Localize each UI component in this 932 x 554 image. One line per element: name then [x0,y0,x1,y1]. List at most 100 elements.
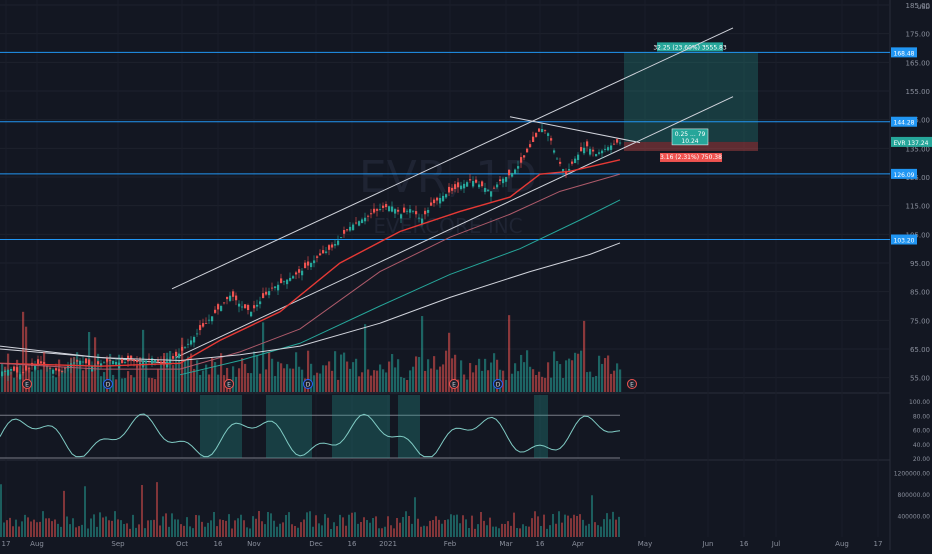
candle-body [295,272,298,275]
candle-body [547,133,550,136]
volume-bar [607,355,610,392]
volume-bar [598,355,601,392]
candle-body [535,133,538,137]
volume-bar [172,365,175,392]
candle-body [475,179,478,183]
volume-bar [466,379,469,392]
company-watermark: EVERCORE INC [373,214,522,238]
volume-bar [478,358,481,392]
candle-body [1,371,4,376]
volume-bar [64,366,67,392]
volume-bar [82,370,85,392]
candle-body [325,251,328,253]
volume-bar [10,371,13,392]
candle-body [403,207,406,213]
candle-body [265,291,268,295]
event-marker [224,379,234,389]
volume-bar [433,356,436,392]
candle-body [511,172,514,177]
candle-body [286,279,289,285]
candle-body [616,139,619,143]
event-marker [449,379,459,389]
candle-body [379,209,382,210]
candle-body [37,359,40,365]
moving-average-sma-white [0,242,621,361]
trend-line [171,27,734,290]
volume-bar [436,369,439,392]
price-tick-label: 105.00 [906,231,931,239]
event-marker [103,379,113,389]
candle-body [49,367,52,369]
level-price-badge [891,234,917,245]
candle-body [25,365,28,371]
volume-bar [139,357,142,392]
candle-body [121,357,124,364]
price-tick-label: 125.00 [906,174,931,182]
candle-body [13,366,16,371]
volume-bar [277,361,280,392]
candle-body [424,210,427,215]
moving-average-sma-teal [179,199,621,376]
candle-body [184,347,187,349]
volume-bar [178,360,181,392]
time-tick-label: 2021 [379,540,397,548]
candle-body [352,224,355,231]
candle-body [412,210,415,212]
volume-bar [412,366,415,392]
volume-bar [163,353,166,392]
price-tick-label: 135.00 [906,145,931,153]
time-tick-label: Oct [176,540,188,548]
volume-bar [373,370,376,392]
candle-body [601,150,604,154]
volume-bar [25,326,28,392]
event-marker [22,379,32,389]
candle-body [238,303,241,307]
volume-bar [355,358,358,392]
candle-body [232,291,235,297]
level-price-badge [891,168,917,179]
oscillator-tick-label: 100.00 [909,399,930,406]
candle-body [64,367,67,369]
volume-bar [217,374,220,392]
volume-bar [244,363,247,392]
candle-body [439,197,442,204]
volume-bar [487,370,490,392]
volume-tick-label: 400000.00 [898,514,931,521]
candle-body [109,360,112,362]
volume-bar [37,370,40,392]
volume-bar [298,366,301,392]
position-profit-zone [624,52,758,142]
candle-body [175,351,178,357]
candle-body [493,187,496,189]
volume-bar [613,370,616,392]
volume-bar [442,364,445,392]
volume-bar [13,377,16,392]
time-tick-label: Dec [309,540,323,548]
candle-body [133,359,136,362]
volume-bar [169,350,172,392]
candle-body [241,306,244,308]
volume-bar [382,369,385,392]
currency-label: USD [917,4,930,11]
candle-body [388,206,391,212]
candle-body [373,208,376,213]
candle-body [163,360,166,363]
candle-body [448,186,451,193]
candle-body [559,161,562,164]
candle-body [310,263,313,268]
price-tick-label: 165.00 [906,59,931,67]
candle-body [598,152,601,154]
volume-bar [538,371,541,392]
candle-body [334,244,337,246]
candle-body [73,362,76,364]
candle-body [247,305,250,311]
volume-bar [280,363,283,392]
volume-bar [427,359,430,392]
volume-bar [376,370,379,392]
volume-bar [211,357,214,392]
volume-bar [529,366,532,392]
position-target-badge [657,42,723,52]
